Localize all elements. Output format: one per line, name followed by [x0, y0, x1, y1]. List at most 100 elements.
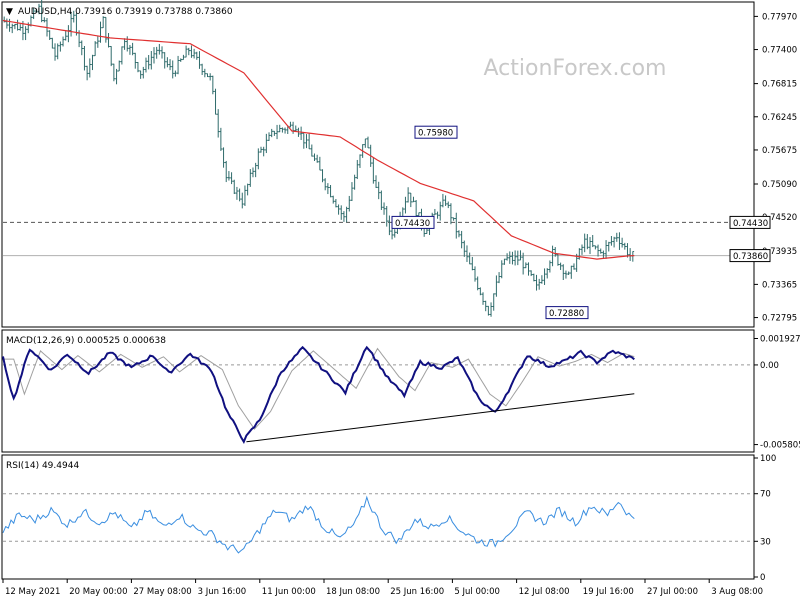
time-tick-label: 20 May 00:00 — [69, 587, 127, 597]
price-bar — [315, 154, 319, 163]
price-bar — [511, 251, 514, 265]
price-bar — [182, 54, 185, 61]
time-tick-label: 18 Jun 08:00 — [326, 587, 380, 597]
price-bar — [107, 33, 110, 48]
price-bar — [158, 43, 161, 55]
price-y-axis: 0.77970 0.77400 0.76815 0.76245 0.75675 0.750… — [754, 12, 797, 324]
price-bar — [487, 305, 490, 316]
rsi-tick-label: 100 — [760, 454, 776, 464]
price-bar — [265, 133, 268, 154]
price-bar — [190, 45, 193, 58]
price-bar — [160, 46, 164, 59]
price-bar — [232, 179, 236, 195]
price-bar — [406, 187, 410, 203]
macd-y-axis: 0.001927 0.00 -0.005805 — [754, 334, 800, 451]
price-bar — [620, 237, 624, 248]
price-bar — [374, 175, 378, 188]
price-bar — [612, 236, 616, 248]
side-tag-box — [729, 215, 771, 229]
price-bar — [524, 262, 528, 269]
price-bar — [591, 234, 594, 248]
price-panel-frame — [1, 1, 755, 328]
price-bar — [222, 147, 225, 168]
price-bar — [216, 109, 220, 138]
price-bar — [163, 52, 166, 69]
price-bar — [307, 133, 311, 150]
title-arrow: ▼ — [6, 7, 13, 17]
price-bar — [433, 208, 437, 216]
price-bar — [438, 201, 442, 221]
price-bar — [18, 24, 22, 31]
rsi-title: RSI(14) 49.4944 — [6, 461, 79, 471]
time-tick-label: 12 Jul 08:00 — [519, 587, 570, 597]
price-bar — [385, 206, 389, 227]
price-bar — [259, 146, 263, 153]
price-bar — [548, 260, 552, 273]
price-bar — [449, 203, 453, 225]
price-bar — [583, 233, 586, 253]
price-bar — [80, 40, 84, 56]
time-tick-label: 19 Jul 16:00 — [583, 587, 634, 597]
price-bar — [32, 7, 35, 20]
price-bar — [257, 148, 260, 170]
price-bar — [588, 237, 592, 255]
price-bar — [553, 247, 557, 257]
rsi-line — [2, 495, 635, 554]
price-tick-label: 0.75675 — [762, 146, 797, 156]
price-bar — [556, 253, 560, 266]
price-bar — [91, 54, 94, 71]
price-bar — [329, 185, 332, 198]
price-bar — [503, 258, 506, 265]
price-bar — [224, 160, 228, 183]
price-bar — [334, 198, 338, 208]
rsi-tick-label: 30 — [760, 537, 771, 547]
rsi-panel-frame — [1, 454, 755, 580]
price-bar — [171, 60, 175, 79]
price-bar — [144, 57, 148, 73]
price-bar — [101, 16, 105, 29]
price-bar — [484, 300, 487, 312]
price-bar — [578, 248, 581, 260]
price-bar — [310, 144, 314, 157]
watermark: ActionForex.com — [484, 56, 667, 81]
price-bar — [610, 235, 613, 246]
price-tick-label: 0.74520 — [762, 213, 797, 223]
price-bar — [318, 156, 322, 171]
macd-title: MACD(12,26,9) 0.000525 0.000638 — [6, 336, 166, 346]
price-bar — [115, 68, 118, 85]
price-bar — [246, 183, 249, 196]
price-bar — [602, 250, 605, 259]
price-bar — [131, 42, 134, 56]
price-bar — [208, 73, 212, 81]
price-bar — [198, 51, 201, 69]
price-bar — [564, 270, 568, 279]
price-bar — [24, 26, 27, 41]
side-tag-box — [729, 249, 771, 263]
price-bar — [529, 270, 533, 277]
price-bar — [262, 146, 265, 157]
price-bar — [460, 230, 463, 249]
price-bar — [150, 50, 153, 70]
price-bar — [372, 157, 375, 184]
price-bar — [364, 138, 367, 148]
price-bar — [128, 44, 132, 55]
price-bar — [479, 287, 482, 296]
rsi-tick-label: 70 — [760, 490, 771, 500]
price-bar — [206, 73, 209, 78]
price-bar — [326, 183, 330, 195]
price-bar — [545, 268, 549, 279]
price-bar — [238, 188, 241, 202]
price-bar — [133, 52, 137, 69]
price-bar — [452, 217, 455, 221]
price-bar — [273, 130, 276, 136]
price-bar — [294, 125, 298, 132]
price-bar — [454, 212, 458, 239]
price-bar — [321, 169, 324, 183]
price-bar — [278, 124, 282, 133]
price-bar — [436, 211, 439, 219]
price-bar — [516, 250, 520, 266]
price-annotation-0.72880: 0.72880 — [545, 306, 589, 320]
price-bar — [551, 245, 554, 267]
